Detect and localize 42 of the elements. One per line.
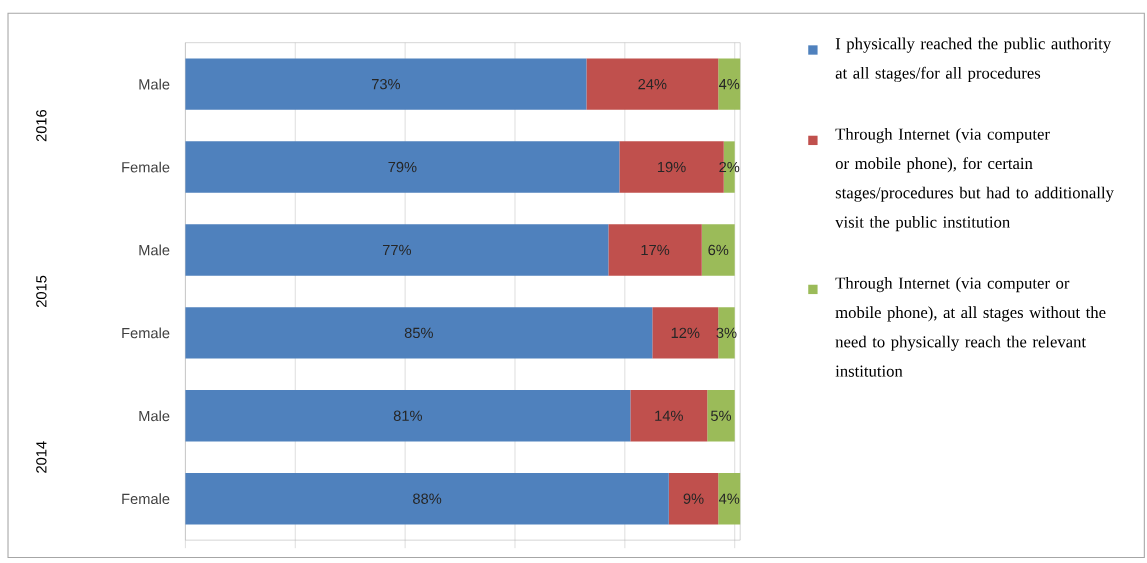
text: 2015 bbox=[36, 275, 47, 308]
legend-label: I physically reached the public authority at all stages/for all procedures bbox=[835, 37, 1112, 83]
bar bbox=[718, 58, 741, 110]
text: 2014 bbox=[36, 441, 47, 473]
data-label: 4% bbox=[718, 493, 740, 504]
y-tick-label: Male bbox=[139, 78, 170, 90]
y-tick-label: Female bbox=[122, 161, 170, 173]
bar bbox=[185, 473, 669, 525]
bar bbox=[668, 473, 719, 525]
bar bbox=[185, 58, 587, 110]
data-label: 5% bbox=[710, 410, 732, 422]
bar bbox=[718, 473, 741, 525]
data-label: 88% bbox=[413, 493, 442, 504]
bar bbox=[707, 390, 735, 442]
bar bbox=[701, 224, 735, 276]
data-label: 4% bbox=[718, 79, 740, 90]
legend-label: Through Internet (via computer or mobile phone), at all stages without the need to physically reach the relevant institution bbox=[835, 277, 1106, 377]
bar bbox=[185, 141, 620, 193]
bar bbox=[586, 58, 719, 110]
data-label: 6% bbox=[708, 244, 729, 256]
data-label: 79% bbox=[388, 161, 417, 173]
y-tick-label: Female bbox=[122, 493, 170, 505]
bar bbox=[608, 224, 702, 276]
text: 2016 bbox=[36, 110, 47, 142]
data-label: 12% bbox=[671, 327, 700, 339]
data-label: 14% bbox=[655, 410, 683, 421]
bar bbox=[185, 224, 609, 276]
bar bbox=[185, 307, 653, 359]
data-label: 77% bbox=[382, 244, 412, 256]
data-label: 17% bbox=[641, 244, 670, 256]
bar bbox=[630, 390, 708, 442]
data-label: 9% bbox=[683, 493, 704, 504]
y-tick-label: Male bbox=[139, 410, 170, 422]
y-tick-label: Female bbox=[122, 327, 170, 339]
data-label: 19% bbox=[657, 161, 686, 173]
bar bbox=[185, 390, 631, 442]
y-tick-label: Male bbox=[139, 244, 170, 256]
data-label: 73% bbox=[371, 79, 401, 90]
legend-label: Through Internet (via computer or mobile phone), for certain stages/procedures but had to additionally visit the public institution bbox=[835, 128, 1114, 232]
data-label: 81% bbox=[393, 410, 423, 422]
data-label: 85% bbox=[404, 327, 433, 339]
data-label: 24% bbox=[638, 79, 667, 90]
